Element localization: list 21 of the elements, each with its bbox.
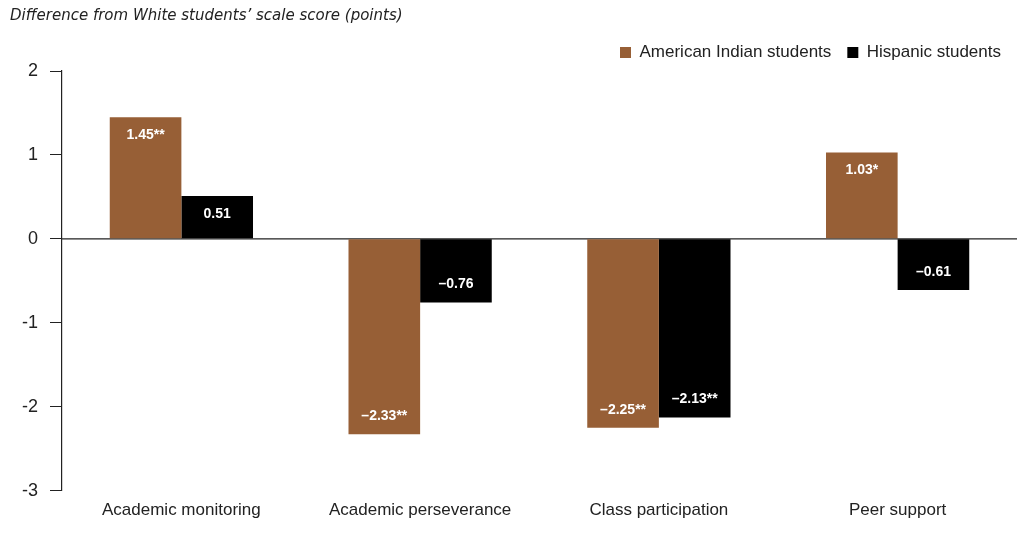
- x-tick-label: Class participation: [589, 500, 729, 520]
- data-label: 0.51: [203, 204, 232, 221]
- x-tick-label: Academic perseverance: [328, 500, 512, 520]
- y-tick-label: -3: [21, 479, 38, 500]
- data-label: –0.61: [915, 262, 952, 279]
- data-label: 1.03*: [845, 161, 879, 178]
- y-tick-label: 0: [27, 227, 38, 248]
- x-tick-label: Academic monitoring: [102, 500, 261, 520]
- legend-label: American Indian students: [639, 42, 832, 62]
- data-label: –2.33**: [361, 407, 408, 424]
- x-tick-label: Peer support: [848, 500, 947, 520]
- data-label: 1.45**: [126, 126, 166, 143]
- y-tick-label: -1: [21, 311, 38, 332]
- y-axis-title: Difference from White students’ scale score (points): [9, 5, 404, 26]
- data-label: –2.13**: [671, 390, 719, 407]
- y-tick-label: -2: [21, 395, 38, 416]
- y-tick-label: 1: [27, 143, 38, 164]
- y-tick-label: 2: [27, 59, 38, 80]
- data-label: –2.25**: [600, 400, 647, 417]
- legend-label: Hispanic students: [866, 42, 1002, 62]
- data-label: –0.76: [438, 275, 474, 292]
